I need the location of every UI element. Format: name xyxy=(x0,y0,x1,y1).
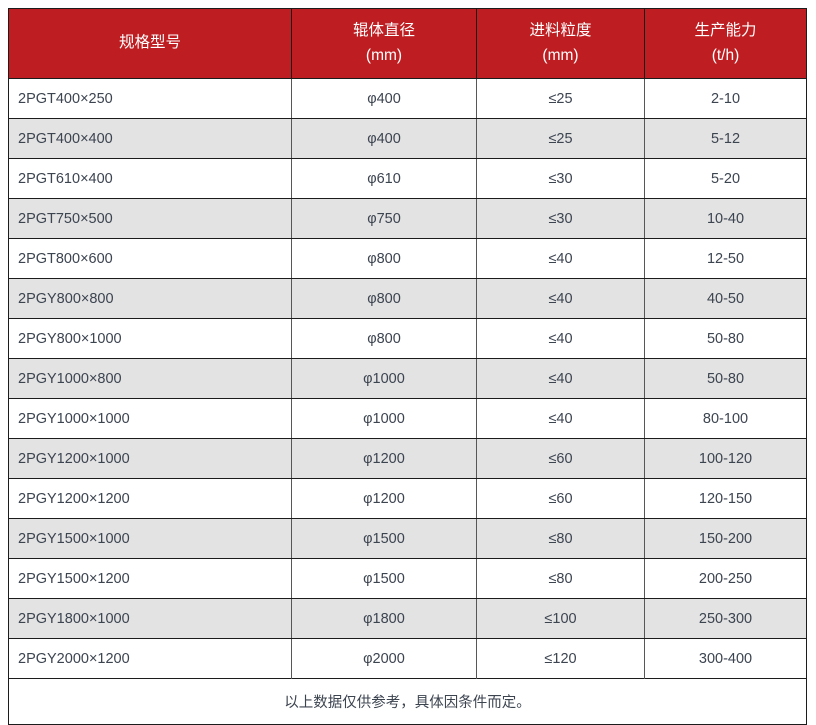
cell-model: 2PGT400×400 xyxy=(8,118,292,159)
cell-model: 2PGY1500×1200 xyxy=(8,558,292,599)
cell-model: 2PGY1200×1200 xyxy=(8,478,292,519)
cell-diameter: φ2000 xyxy=(291,638,477,679)
cell-model: 2PGY800×1000 xyxy=(8,318,292,359)
table-row: 2PGY1200×1200 φ1200 ≤60 120-150 xyxy=(8,478,807,519)
table-footer: 以上数据仅供参考，具体因条件而定。 xyxy=(8,678,807,725)
table-row: 2PGY1800×1000 φ1800 ≤100 250-300 xyxy=(8,598,807,639)
cell-diameter: φ1500 xyxy=(291,558,477,599)
cell-capacity: 200-250 xyxy=(644,558,807,599)
table-row: 2PGY1000×800 φ1000 ≤40 50-80 xyxy=(8,358,807,399)
table-row: 2PGT800×600 φ800 ≤40 12-50 xyxy=(8,238,807,279)
cell-model: 2PGT800×600 xyxy=(8,238,292,279)
cell-feed-size: ≤40 xyxy=(476,398,645,439)
table-row: 2PGY1000×1000 φ1000 ≤40 80-100 xyxy=(8,398,807,439)
table-row: 2PGY2000×1200 φ2000 ≤120 300-400 xyxy=(8,638,807,679)
cell-feed-size: ≤30 xyxy=(476,198,645,239)
table-header: 规格型号 辊体直径 (mm) 进料粒度 (mm) 生产能力 (t/h) xyxy=(8,8,807,79)
cell-feed-size: ≤25 xyxy=(476,78,645,119)
cell-feed-size: ≤100 xyxy=(476,598,645,639)
cell-diameter: φ1200 xyxy=(291,438,477,479)
cell-diameter: φ1000 xyxy=(291,398,477,439)
cell-capacity: 120-150 xyxy=(644,478,807,519)
column-header-feed-size: 进料粒度 (mm) xyxy=(476,8,645,79)
cell-model: 2PGT610×400 xyxy=(8,158,292,199)
column-header-capacity: 生产能力 (t/h) xyxy=(644,8,807,79)
cell-capacity: 250-300 xyxy=(644,598,807,639)
cell-capacity: 50-80 xyxy=(644,358,807,399)
column-header-diameter-title: 辊体直径 xyxy=(352,22,415,40)
cell-diameter: φ800 xyxy=(291,278,477,319)
cell-capacity: 10-40 xyxy=(644,198,807,239)
table-row: 2PGY1500×1200 φ1500 ≤80 200-250 xyxy=(8,558,807,599)
cell-capacity: 2-10 xyxy=(644,78,807,119)
column-header-diameter: 辊体直径 (mm) xyxy=(291,8,477,79)
column-header-diameter-unit: (mm) xyxy=(365,46,403,64)
cell-capacity: 50-80 xyxy=(644,318,807,359)
column-header-model-title: 规格型号 xyxy=(118,34,181,52)
cell-diameter: φ750 xyxy=(291,198,477,239)
cell-diameter: φ1500 xyxy=(291,518,477,559)
table-row: 2PGY1500×1000 φ1500 ≤80 150-200 xyxy=(8,518,807,559)
footer-row: 以上数据仅供参考，具体因条件而定。 xyxy=(8,678,807,725)
cell-model: 2PGT750×500 xyxy=(8,198,292,239)
column-header-capacity-unit: (t/h) xyxy=(711,46,740,64)
cell-feed-size: ≤40 xyxy=(476,358,645,399)
cell-feed-size: ≤40 xyxy=(476,238,645,279)
footer-note: 以上数据仅供参考，具体因条件而定。 xyxy=(8,678,807,725)
table-body: 2PGT400×250 φ400 ≤25 2-10 2PGT400×400 φ400 ≤25… xyxy=(8,78,807,679)
cell-capacity: 80-100 xyxy=(644,398,807,439)
cell-diameter: φ400 xyxy=(291,118,477,159)
cell-model: 2PGY800×800 xyxy=(8,278,292,319)
cell-capacity: 150-200 xyxy=(644,518,807,559)
cell-diameter: φ1800 xyxy=(291,598,477,639)
table-row: 2PGT610×400 φ610 ≤30 5-20 xyxy=(8,158,807,199)
cell-capacity: 5-20 xyxy=(644,158,807,199)
cell-feed-size: ≤40 xyxy=(476,278,645,319)
table-row: 2PGY1200×1000 φ1200 ≤60 100-120 xyxy=(8,438,807,479)
specification-table: 规格型号 辊体直径 (mm) 进料粒度 (mm) 生产能力 (t/h) 2PGT… xyxy=(8,8,807,725)
column-header-feed-size-unit: (mm) xyxy=(542,46,579,64)
spec-table-page: 规格型号 辊体直径 (mm) 进料粒度 (mm) 生产能力 (t/h) 2PGT… xyxy=(8,8,807,725)
cell-capacity: 300-400 xyxy=(644,638,807,679)
cell-capacity: 5-12 xyxy=(644,118,807,159)
table-row: 2PGY800×1000 φ800 ≤40 50-80 xyxy=(8,318,807,359)
cell-model: 2PGY1200×1000 xyxy=(8,438,292,479)
header-row: 规格型号 辊体直径 (mm) 进料粒度 (mm) 生产能力 (t/h) xyxy=(8,8,807,79)
cell-feed-size: ≤80 xyxy=(476,558,645,599)
table-row: 2PGT400×250 φ400 ≤25 2-10 xyxy=(8,78,807,119)
cell-model: 2PGY1500×1000 xyxy=(8,518,292,559)
cell-capacity: 100-120 xyxy=(644,438,807,479)
table-row: 2PGT750×500 φ750 ≤30 10-40 xyxy=(8,198,807,239)
cell-feed-size: ≤120 xyxy=(476,638,645,679)
cell-capacity: 40-50 xyxy=(644,278,807,319)
cell-model: 2PGY1800×1000 xyxy=(8,598,292,639)
cell-model: 2PGT400×250 xyxy=(8,78,292,119)
cell-model: 2PGY2000×1200 xyxy=(8,638,292,679)
cell-feed-size: ≤60 xyxy=(476,438,645,479)
cell-diameter: φ800 xyxy=(291,238,477,279)
cell-feed-size: ≤25 xyxy=(476,118,645,159)
column-header-model: 规格型号 xyxy=(8,8,292,79)
cell-model: 2PGY1000×1000 xyxy=(8,398,292,439)
cell-model: 2PGY1000×800 xyxy=(8,358,292,399)
column-header-feed-size-title: 进料粒度 xyxy=(529,22,592,40)
table-row: 2PGT400×400 φ400 ≤25 5-12 xyxy=(8,118,807,159)
cell-diameter: φ1000 xyxy=(291,358,477,399)
cell-feed-size: ≤30 xyxy=(476,158,645,199)
cell-feed-size: ≤80 xyxy=(476,518,645,559)
cell-diameter: φ800 xyxy=(291,318,477,359)
column-header-capacity-title: 生产能力 xyxy=(694,22,757,40)
cell-feed-size: ≤40 xyxy=(476,318,645,359)
cell-feed-size: ≤60 xyxy=(476,478,645,519)
cell-diameter: φ1200 xyxy=(291,478,477,519)
table-row: 2PGY800×800 φ800 ≤40 40-50 xyxy=(8,278,807,319)
cell-diameter: φ610 xyxy=(291,158,477,199)
cell-diameter: φ400 xyxy=(291,78,477,119)
cell-capacity: 12-50 xyxy=(644,238,807,279)
